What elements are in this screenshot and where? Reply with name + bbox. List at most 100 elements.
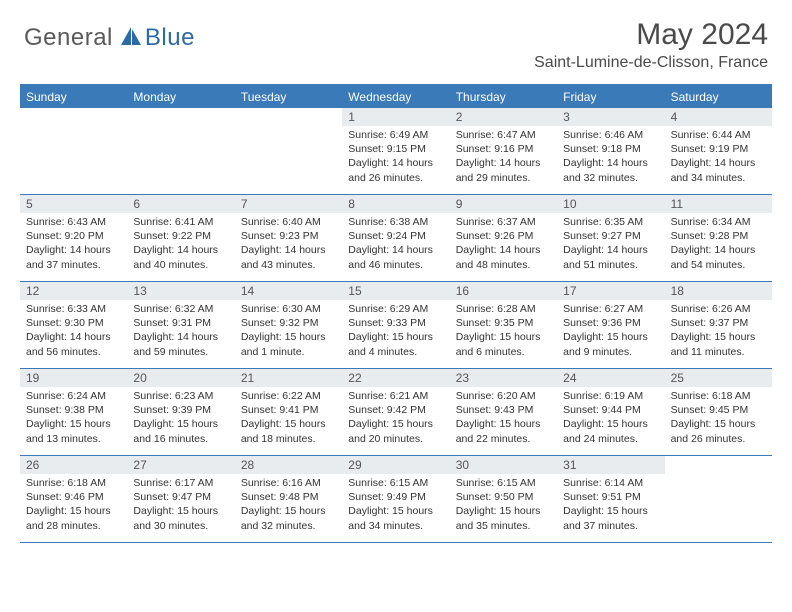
day-number: 26 bbox=[20, 456, 127, 474]
sunrise-line: Sunrise: 6:44 AM bbox=[671, 128, 766, 142]
day-cell: 7Sunrise: 6:40 AMSunset: 9:23 PMDaylight… bbox=[235, 195, 342, 281]
sunrise-line: Sunrise: 6:34 AM bbox=[671, 215, 766, 229]
day-details: Sunrise: 6:15 AMSunset: 9:50 PMDaylight:… bbox=[450, 474, 557, 537]
daylight-line: Daylight: 14 hours and 56 minutes. bbox=[26, 330, 121, 358]
daylight-line: Daylight: 14 hours and 59 minutes. bbox=[133, 330, 228, 358]
day-details: Sunrise: 6:37 AMSunset: 9:26 PMDaylight:… bbox=[450, 213, 557, 276]
dayhead-thursday: Thursday bbox=[450, 86, 557, 108]
sunrise-line: Sunrise: 6:19 AM bbox=[563, 389, 658, 403]
week-row: 26Sunrise: 6:18 AMSunset: 9:46 PMDayligh… bbox=[20, 456, 772, 543]
sunset-line: Sunset: 9:19 PM bbox=[671, 142, 766, 156]
dayhead-friday: Friday bbox=[557, 86, 664, 108]
day-details: Sunrise: 6:16 AMSunset: 9:48 PMDaylight:… bbox=[235, 474, 342, 537]
sunrise-line: Sunrise: 6:26 AM bbox=[671, 302, 766, 316]
day-details: Sunrise: 6:29 AMSunset: 9:33 PMDaylight:… bbox=[342, 300, 449, 363]
sunset-line: Sunset: 9:32 PM bbox=[241, 316, 336, 330]
day-number: 22 bbox=[342, 369, 449, 387]
day-number: 16 bbox=[450, 282, 557, 300]
sunset-line: Sunset: 9:37 PM bbox=[671, 316, 766, 330]
daylight-line: Daylight: 15 hours and 6 minutes. bbox=[456, 330, 551, 358]
day-details: Sunrise: 6:17 AMSunset: 9:47 PMDaylight:… bbox=[127, 474, 234, 537]
sunrise-line: Sunrise: 6:21 AM bbox=[348, 389, 443, 403]
sunset-line: Sunset: 9:28 PM bbox=[671, 229, 766, 243]
sunset-line: Sunset: 9:44 PM bbox=[563, 403, 658, 417]
day-details: Sunrise: 6:40 AMSunset: 9:23 PMDaylight:… bbox=[235, 213, 342, 276]
day-cell: 21Sunrise: 6:22 AMSunset: 9:41 PMDayligh… bbox=[235, 369, 342, 455]
day-number: 19 bbox=[20, 369, 127, 387]
location-label: Saint-Lumine-de-Clisson, France bbox=[534, 54, 768, 72]
week-row: 19Sunrise: 6:24 AMSunset: 9:38 PMDayligh… bbox=[20, 369, 772, 456]
day-number: 2 bbox=[450, 108, 557, 126]
day-cell: 30Sunrise: 6:15 AMSunset: 9:50 PMDayligh… bbox=[450, 456, 557, 542]
daylight-line: Daylight: 14 hours and 34 minutes. bbox=[671, 156, 766, 184]
dayhead-saturday: Saturday bbox=[665, 86, 772, 108]
sunset-line: Sunset: 9:50 PM bbox=[456, 490, 551, 504]
daylight-line: Daylight: 14 hours and 51 minutes. bbox=[563, 243, 658, 271]
day-number: 4 bbox=[665, 108, 772, 126]
sunset-line: Sunset: 9:18 PM bbox=[563, 142, 658, 156]
daylight-line: Daylight: 15 hours and 22 minutes. bbox=[456, 417, 551, 445]
day-number: 20 bbox=[127, 369, 234, 387]
calendar: Sunday Monday Tuesday Wednesday Thursday… bbox=[20, 84, 772, 543]
day-details: Sunrise: 6:43 AMSunset: 9:20 PMDaylight:… bbox=[20, 213, 127, 276]
title-block: May 2024 Saint-Lumine-de-Clisson, France bbox=[534, 18, 768, 72]
daylight-line: Daylight: 15 hours and 28 minutes. bbox=[26, 504, 121, 532]
daylight-line: Daylight: 14 hours and 37 minutes. bbox=[26, 243, 121, 271]
page-title: May 2024 bbox=[534, 18, 768, 52]
sunset-line: Sunset: 9:45 PM bbox=[671, 403, 766, 417]
sunset-line: Sunset: 9:15 PM bbox=[348, 142, 443, 156]
sunrise-line: Sunrise: 6:46 AM bbox=[563, 128, 658, 142]
sunset-line: Sunset: 9:39 PM bbox=[133, 403, 228, 417]
daylight-line: Daylight: 15 hours and 37 minutes. bbox=[563, 504, 658, 532]
day-details: Sunrise: 6:23 AMSunset: 9:39 PMDaylight:… bbox=[127, 387, 234, 450]
sunrise-line: Sunrise: 6:40 AM bbox=[241, 215, 336, 229]
day-cell: 28Sunrise: 6:16 AMSunset: 9:48 PMDayligh… bbox=[235, 456, 342, 542]
day-details: Sunrise: 6:33 AMSunset: 9:30 PMDaylight:… bbox=[20, 300, 127, 363]
sunrise-line: Sunrise: 6:38 AM bbox=[348, 215, 443, 229]
day-cell bbox=[665, 456, 772, 542]
day-cell: 3Sunrise: 6:46 AMSunset: 9:18 PMDaylight… bbox=[557, 108, 664, 194]
day-number: 18 bbox=[665, 282, 772, 300]
sunset-line: Sunset: 9:20 PM bbox=[26, 229, 121, 243]
day-cell: 15Sunrise: 6:29 AMSunset: 9:33 PMDayligh… bbox=[342, 282, 449, 368]
week-row: 5Sunrise: 6:43 AMSunset: 9:20 PMDaylight… bbox=[20, 195, 772, 282]
dayhead-monday: Monday bbox=[127, 86, 234, 108]
sunrise-line: Sunrise: 6:43 AM bbox=[26, 215, 121, 229]
day-number: 1 bbox=[342, 108, 449, 126]
day-number: 31 bbox=[557, 456, 664, 474]
sunset-line: Sunset: 9:31 PM bbox=[133, 316, 228, 330]
day-cell: 6Sunrise: 6:41 AMSunset: 9:22 PMDaylight… bbox=[127, 195, 234, 281]
sunrise-line: Sunrise: 6:15 AM bbox=[348, 476, 443, 490]
sunset-line: Sunset: 9:48 PM bbox=[241, 490, 336, 504]
day-number: 24 bbox=[557, 369, 664, 387]
sunset-line: Sunset: 9:47 PM bbox=[133, 490, 228, 504]
sunrise-line: Sunrise: 6:20 AM bbox=[456, 389, 551, 403]
daylight-line: Daylight: 15 hours and 26 minutes. bbox=[671, 417, 766, 445]
day-details: Sunrise: 6:20 AMSunset: 9:43 PMDaylight:… bbox=[450, 387, 557, 450]
sunrise-line: Sunrise: 6:32 AM bbox=[133, 302, 228, 316]
day-cell: 22Sunrise: 6:21 AMSunset: 9:42 PMDayligh… bbox=[342, 369, 449, 455]
day-details: Sunrise: 6:19 AMSunset: 9:44 PMDaylight:… bbox=[557, 387, 664, 450]
day-number: 8 bbox=[342, 195, 449, 213]
daylight-line: Daylight: 15 hours and 18 minutes. bbox=[241, 417, 336, 445]
daylight-line: Daylight: 14 hours and 54 minutes. bbox=[671, 243, 766, 271]
day-cell: 11Sunrise: 6:34 AMSunset: 9:28 PMDayligh… bbox=[665, 195, 772, 281]
day-cell: 18Sunrise: 6:26 AMSunset: 9:37 PMDayligh… bbox=[665, 282, 772, 368]
day-details: Sunrise: 6:47 AMSunset: 9:16 PMDaylight:… bbox=[450, 126, 557, 189]
day-cell: 12Sunrise: 6:33 AMSunset: 9:30 PMDayligh… bbox=[20, 282, 127, 368]
logo-text-general: General bbox=[24, 24, 113, 52]
daylight-line: Daylight: 15 hours and 16 minutes. bbox=[133, 417, 228, 445]
day-number: 23 bbox=[450, 369, 557, 387]
day-cell bbox=[235, 108, 342, 194]
sunrise-line: Sunrise: 6:14 AM bbox=[563, 476, 658, 490]
sunrise-line: Sunrise: 6:37 AM bbox=[456, 215, 551, 229]
sunrise-line: Sunrise: 6:27 AM bbox=[563, 302, 658, 316]
sunset-line: Sunset: 9:16 PM bbox=[456, 142, 551, 156]
sunrise-line: Sunrise: 6:24 AM bbox=[26, 389, 121, 403]
sunset-line: Sunset: 9:49 PM bbox=[348, 490, 443, 504]
sunset-line: Sunset: 9:23 PM bbox=[241, 229, 336, 243]
day-cell: 19Sunrise: 6:24 AMSunset: 9:38 PMDayligh… bbox=[20, 369, 127, 455]
day-cell: 23Sunrise: 6:20 AMSunset: 9:43 PMDayligh… bbox=[450, 369, 557, 455]
day-number: 6 bbox=[127, 195, 234, 213]
sunset-line: Sunset: 9:43 PM bbox=[456, 403, 551, 417]
